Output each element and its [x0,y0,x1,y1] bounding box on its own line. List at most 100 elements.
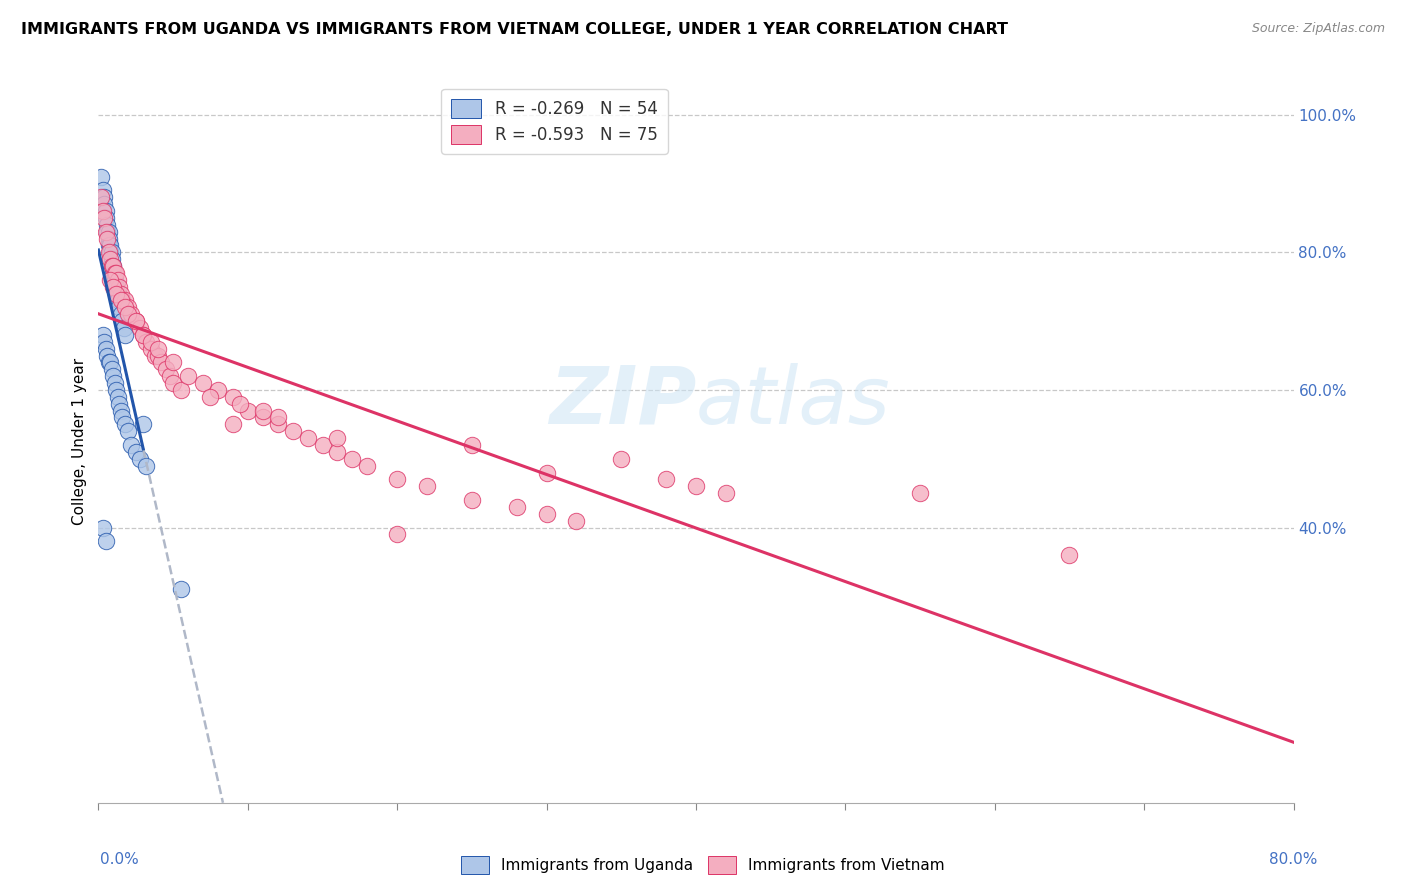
Point [94,534,117,549]
Text: IMMIGRANTS FROM UGANDA VS IMMIGRANTS FROM VIETNAM COLLEGE, UNDER 1 YEAR CORRELAT: IMMIGRANTS FROM UGANDA VS IMMIGRANTS FRO… [21,22,1008,37]
Point [281,424,304,438]
Point [98,238,122,252]
Point [356,458,378,473]
Point [114,293,136,308]
Point [120,307,142,321]
Point [655,472,678,486]
Point [125,314,148,328]
Point [96,349,118,363]
Point [326,431,349,445]
Point [342,451,364,466]
Point [148,349,170,363]
Point [105,266,128,280]
Point [117,307,139,321]
Point [252,410,274,425]
Point [148,342,170,356]
Point [91,183,114,197]
Point [143,349,166,363]
Point [96,225,118,239]
Point [685,479,707,493]
Point [114,301,136,315]
Point [714,486,737,500]
Point [103,259,125,273]
Point [169,582,191,597]
Point [132,327,155,342]
Point [105,383,128,397]
Point [297,431,319,445]
Point [536,507,558,521]
Point [104,273,127,287]
Point [103,266,125,280]
Point [191,376,214,390]
Point [222,390,245,404]
Point [139,334,162,349]
Point [94,342,117,356]
Point [104,376,127,390]
Point [267,417,290,432]
Point [91,204,114,219]
Point [93,211,115,225]
Point [97,225,120,239]
Point [150,355,173,369]
Point [107,390,129,404]
Point [155,362,177,376]
Point [97,245,120,260]
Point [120,438,142,452]
Point [111,293,134,308]
Point [107,293,129,308]
Point [125,445,148,459]
Point [129,451,152,466]
Point [117,424,139,438]
Point [267,410,290,425]
Point [101,362,124,376]
Point [105,286,128,301]
Point [200,390,222,404]
Point [97,231,120,245]
Point [159,369,181,384]
Point [98,355,122,369]
Point [135,458,157,473]
Point [101,259,124,273]
Point [103,259,125,273]
Point [94,225,117,239]
Point [461,493,484,508]
Point [107,286,129,301]
Point [94,204,117,219]
Point [110,286,132,301]
Point [108,279,131,293]
Point [91,327,114,342]
Point [104,266,127,280]
Point [97,355,120,369]
Point [162,376,184,390]
Text: ZIP: ZIP [548,363,696,441]
Point [132,417,155,432]
Point [139,342,162,356]
Point [98,252,122,267]
Point [162,355,184,369]
Point [101,245,124,260]
Point [90,169,112,184]
Point [98,273,122,287]
Point [114,327,136,342]
Point [101,252,124,267]
Point [461,438,484,452]
Text: Source: ZipAtlas.com: Source: ZipAtlas.com [1251,22,1385,36]
Point [98,245,122,260]
Point [385,472,409,486]
Point [177,369,200,384]
Point [90,190,112,204]
Point [169,383,191,397]
Point [135,334,157,349]
Point [129,321,152,335]
Point [506,500,529,514]
Point [112,321,135,335]
Point [103,369,125,384]
Point [105,279,128,293]
Point [91,520,114,534]
Legend: Immigrants from Uganda, Immigrants from Vietnam: Immigrants from Uganda, Immigrants from … [456,850,950,880]
Point [908,486,931,500]
Point [385,527,409,541]
Text: 0.0%: 0.0% [100,852,139,867]
Point [107,273,129,287]
Point [111,314,134,328]
